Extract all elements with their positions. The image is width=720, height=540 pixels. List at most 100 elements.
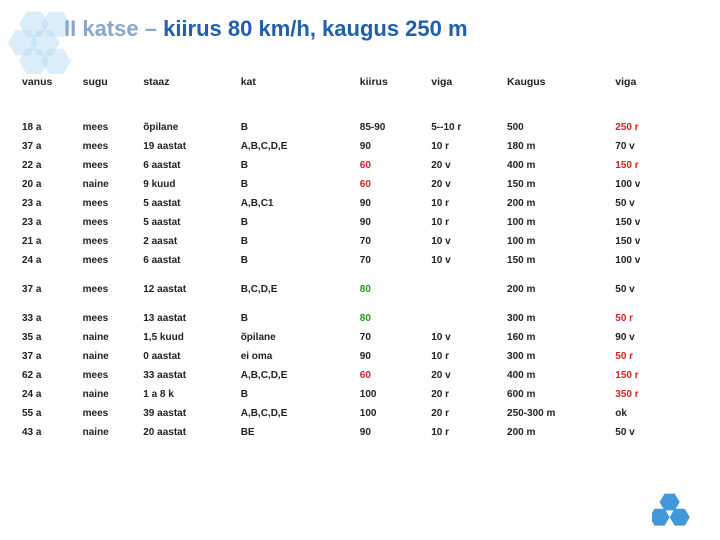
table-cell: 80 <box>358 270 429 299</box>
table-row: 20 anaine9 kuudB6020 v150 m100 v <box>20 175 700 194</box>
table-cell: A,B,C,D,E <box>239 366 358 385</box>
table-cell: naine <box>81 175 142 194</box>
table-cell: A,B,C,D,E <box>239 404 358 423</box>
table-cell: naine <box>81 347 142 366</box>
table-cell: 150 m <box>505 251 613 270</box>
table-cell: 70 <box>358 251 429 270</box>
table-cell: 23 a <box>20 194 81 213</box>
table-cell: mees <box>81 251 142 270</box>
table-cell: 300 m <box>505 299 613 328</box>
table-row: 21 amees2 aasatB7010 v100 m150 v <box>20 232 700 251</box>
table-cell: 200 m <box>505 423 613 442</box>
table-cell: 20 r <box>429 385 505 404</box>
table-cell: 90 <box>358 213 429 232</box>
table-cell: 22 a <box>20 156 81 175</box>
table-cell: 55 a <box>20 404 81 423</box>
table-cell: 5 aastat <box>141 213 238 232</box>
table-cell: 10 r <box>429 213 505 232</box>
table-row: 37 amees19 aastatA,B,C,D,E9010 r180 m70 … <box>20 137 700 156</box>
table-row: 37 anaine0 aastatei oma9010 r300 m50 r <box>20 347 700 366</box>
table-cell: 24 a <box>20 251 81 270</box>
table-cell: 150 m <box>505 175 613 194</box>
table-row: 24 amees6 aastatB7010 v150 m100 v <box>20 251 700 270</box>
table-cell: 37 a <box>20 347 81 366</box>
table-cell: 100 m <box>505 213 613 232</box>
table-cell: B <box>239 251 358 270</box>
table-cell: mees <box>81 232 142 251</box>
table-cell: 1,5 kuud <box>141 328 238 347</box>
table-cell: 180 m <box>505 137 613 156</box>
table-cell: 70 <box>358 328 429 347</box>
page-title: II katse – kiirus 80 km/h, kaugus 250 m <box>64 16 468 42</box>
table-cell: 80 <box>358 299 429 328</box>
table-cell: ok <box>613 404 700 423</box>
table-cell: 33 a <box>20 299 81 328</box>
table-cell: 10 r <box>429 137 505 156</box>
table-cell: 43 a <box>20 423 81 442</box>
table-cell: 400 m <box>505 156 613 175</box>
table-cell: 50 r <box>613 347 700 366</box>
title-prefix: II katse – <box>64 16 163 41</box>
table-cell: 21 a <box>20 232 81 251</box>
table-cell: 10 v <box>429 251 505 270</box>
table-cell: 0 aastat <box>141 347 238 366</box>
table-cell: õpilane <box>141 118 238 137</box>
table-cell: 62 a <box>20 366 81 385</box>
title-highlight: kiirus 80 km/h, kaugus 250 m <box>163 16 467 41</box>
table-cell: B <box>239 175 358 194</box>
table-cell: 37 a <box>20 137 81 156</box>
table-cell: 10 v <box>429 232 505 251</box>
table-row: 35 anaine1,5 kuudõpilane7010 v160 m90 v <box>20 328 700 347</box>
table-cell: mees <box>81 194 142 213</box>
table-cell: 10 r <box>429 347 505 366</box>
table-cell: 90 <box>358 347 429 366</box>
table-cell: 100 v <box>613 175 700 194</box>
table-cell: 39 aastat <box>141 404 238 423</box>
table-cell: B,C,D,E <box>239 270 358 299</box>
table-cell: B <box>239 213 358 232</box>
table-row: 23 amees5 aastatB9010 r100 m150 v <box>20 213 700 232</box>
table-row: 24 anaine1 a 8 kB10020 r600 m350 r <box>20 385 700 404</box>
table-cell: 60 <box>358 175 429 194</box>
table-cell: 10 r <box>429 194 505 213</box>
table-row: 23 amees5 aastatA,B,C19010 r200 m50 v <box>20 194 700 213</box>
table-cell: 12 aastat <box>141 270 238 299</box>
table-cell: 20 a <box>20 175 81 194</box>
table-cell: 6 aastat <box>141 156 238 175</box>
col-kiirus: kiirus <box>358 72 429 118</box>
table-cell: 150 r <box>613 156 700 175</box>
table-cell: 13 aastat <box>141 299 238 328</box>
table-cell: 10 v <box>429 328 505 347</box>
table-row: 55 amees39 aastatA,B,C,D,E10020 r250-300… <box>20 404 700 423</box>
table-cell: 100 v <box>613 251 700 270</box>
table-cell: naine <box>81 385 142 404</box>
table-row: 18 ameesõpilaneB85-905--10 r500250 r <box>20 118 700 137</box>
table-cell: 300 m <box>505 347 613 366</box>
table-cell: 200 m <box>505 270 613 299</box>
table-cell: 70 v <box>613 137 700 156</box>
table-row: 22 amees6 aastatB6020 v400 m150 r <box>20 156 700 175</box>
table-cell: 500 <box>505 118 613 137</box>
table-cell: B <box>239 232 358 251</box>
table-cell: 35 a <box>20 328 81 347</box>
table-row: 62 amees33 aastatA,B,C,D,E6020 v400 m150… <box>20 366 700 385</box>
table-cell: 20 r <box>429 404 505 423</box>
table-cell: 400 m <box>505 366 613 385</box>
table-cell: 600 m <box>505 385 613 404</box>
table-cell: 6 aastat <box>141 251 238 270</box>
table-cell: mees <box>81 213 142 232</box>
col-kat: kat <box>239 72 358 118</box>
table-cell: 160 m <box>505 328 613 347</box>
table-cell: naine <box>81 423 142 442</box>
table-cell: 5--10 r <box>429 118 505 137</box>
table-cell: B <box>239 118 358 137</box>
col-vanus: vanus <box>20 72 81 118</box>
table-row: 37 amees12 aastatB,C,D,E80200 m50 v <box>20 270 700 299</box>
table-cell: 250-300 m <box>505 404 613 423</box>
col-staaz: staaz <box>141 72 238 118</box>
table-cell: 350 r <box>613 385 700 404</box>
table-cell: 90 <box>358 423 429 442</box>
table-cell: B <box>239 385 358 404</box>
table-cell: mees <box>81 404 142 423</box>
col-kaugus: Kaugus <box>505 72 613 118</box>
